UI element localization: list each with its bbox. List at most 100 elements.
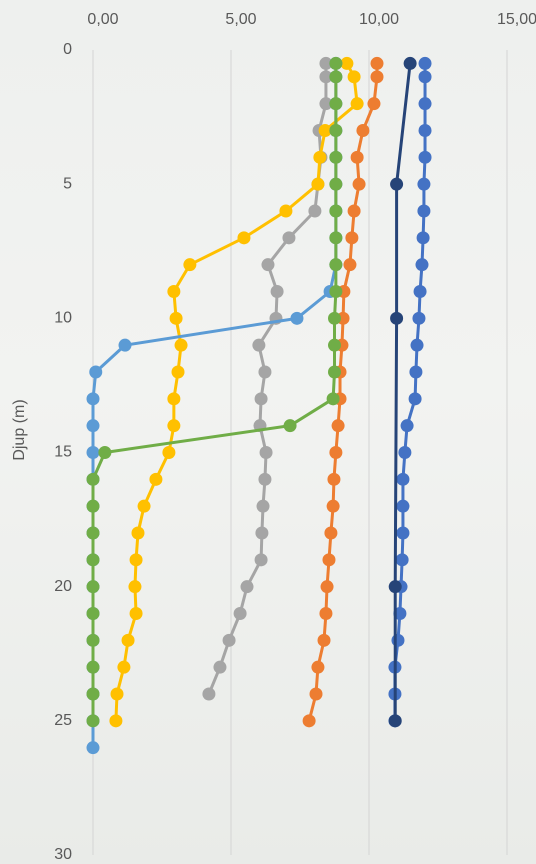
data-point — [320, 580, 334, 594]
data-point — [167, 285, 181, 298]
data-point — [329, 446, 343, 459]
data-point — [109, 714, 123, 728]
data-point — [347, 204, 361, 218]
data-point — [213, 660, 227, 674]
data-point — [412, 311, 426, 325]
data-point — [329, 56, 343, 70]
data-point — [418, 70, 432, 84]
data-point — [256, 499, 270, 513]
data-point — [259, 446, 273, 459]
data-point — [254, 392, 268, 406]
data-point — [317, 633, 331, 647]
data-point — [237, 231, 251, 245]
data-point — [340, 56, 354, 70]
data-point — [331, 419, 345, 433]
data-point — [319, 607, 333, 620]
data-point — [283, 419, 297, 433]
data-point — [86, 741, 100, 755]
data-point — [329, 97, 343, 111]
data-point — [128, 580, 142, 594]
data-point — [129, 607, 143, 620]
series-line — [91, 63, 338, 721]
data-point — [350, 150, 364, 164]
data-point — [255, 526, 269, 540]
data-point — [324, 526, 338, 540]
data-point — [98, 446, 112, 459]
data-point — [329, 70, 343, 84]
y-tick-label: 30 — [54, 846, 72, 863]
x-tick-label: 15,00 — [497, 11, 536, 28]
data-point — [318, 124, 332, 137]
data-point — [252, 338, 266, 352]
data-point — [396, 499, 410, 513]
y-axis-label: Djup (m) — [11, 399, 28, 460]
data-point — [86, 633, 100, 647]
data-point — [302, 714, 316, 728]
data-point — [86, 392, 100, 406]
data-point — [345, 231, 359, 245]
data-point — [370, 70, 384, 84]
data-point — [403, 56, 417, 70]
data-point — [279, 204, 293, 218]
data-point — [117, 660, 131, 674]
data-point — [290, 311, 304, 325]
data-point — [410, 338, 424, 352]
data-point — [350, 97, 364, 111]
data-point — [86, 446, 100, 459]
data-point — [254, 553, 268, 567]
x-tick-label: 5,00 — [225, 11, 256, 28]
data-point — [329, 124, 343, 137]
data-point — [417, 204, 431, 218]
data-point — [418, 97, 432, 111]
data-point — [86, 580, 100, 594]
data-point — [388, 580, 402, 594]
data-point — [322, 553, 336, 567]
data-point — [240, 580, 254, 594]
data-point — [233, 607, 247, 620]
x-tick-label: 10,00 — [359, 11, 399, 28]
y-tick-label: 0 — [63, 41, 72, 58]
data-point — [327, 472, 341, 486]
data-point — [162, 446, 176, 459]
data-point — [149, 472, 163, 486]
data-point — [319, 97, 333, 111]
data-point — [319, 70, 333, 84]
y-tick-label: 10 — [54, 310, 72, 327]
data-point — [167, 419, 181, 433]
data-point — [137, 499, 151, 513]
data-point — [174, 338, 188, 352]
data-point — [418, 124, 432, 137]
data-point — [86, 526, 100, 540]
data-point — [398, 446, 412, 459]
data-point — [86, 553, 100, 567]
data-point — [110, 687, 124, 701]
data-point — [418, 56, 432, 70]
data-point — [171, 365, 185, 379]
y-tick-label: 15 — [54, 444, 72, 461]
data-point — [396, 526, 410, 540]
data-point — [86, 687, 100, 701]
series-line — [393, 63, 412, 721]
data-point — [86, 472, 100, 486]
data-point — [329, 231, 343, 245]
data-point — [169, 311, 183, 325]
data-point — [129, 553, 143, 567]
data-point — [408, 392, 422, 406]
data-point — [370, 56, 384, 70]
data-point — [118, 338, 132, 352]
data-point — [409, 365, 423, 379]
data-point — [396, 472, 410, 486]
y-tick-label: 20 — [54, 578, 72, 595]
data-point — [328, 365, 341, 379]
data-point — [311, 177, 325, 191]
data-point — [416, 231, 430, 245]
y-tick-label: 25 — [54, 712, 72, 729]
data-point — [86, 714, 100, 728]
data-point — [222, 633, 236, 647]
data-point — [417, 177, 431, 191]
data-point — [388, 714, 402, 728]
data-point — [390, 177, 404, 191]
data-point — [391, 633, 405, 647]
data-point — [131, 526, 145, 540]
